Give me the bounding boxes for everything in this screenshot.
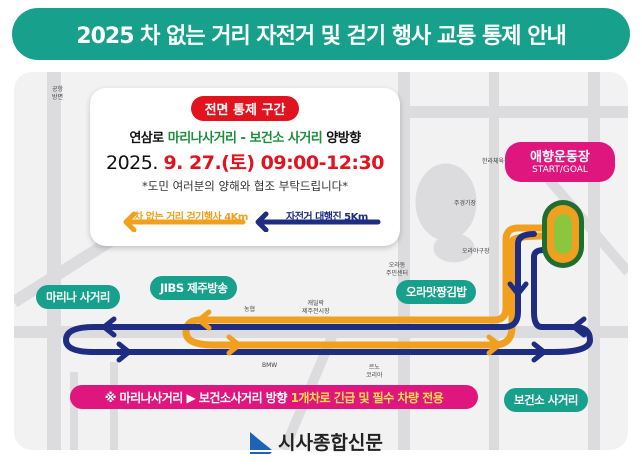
arrow-icon [571, 316, 587, 338]
start-goal-label: 애향운동장 START/GOAL [505, 142, 615, 182]
start-sub: START/GOAL [532, 165, 588, 175]
landmark-nonghyup: 농협 [244, 306, 256, 313]
landmark-airport: 공항 방면 [52, 86, 64, 101]
place-marina: 마리나 사거리 [36, 285, 120, 309]
landmark-renault: 르노 코리아 [366, 364, 383, 379]
arrow-icon [531, 341, 547, 363]
notice-prefix: ※ 마리나사거리 ▶ 보건소사거리 방향 [104, 390, 291, 405]
start-name: 애향운동장 [530, 150, 590, 165]
legend-walk: 차 없는 거리 걷기행사 4Km [134, 212, 248, 223]
walk-route [196, 224, 548, 324]
arrow-icon [507, 281, 529, 297]
notice-highlight: 1개차로 긴급 및 필수 차량 전용 [290, 390, 444, 405]
arrow-icon [116, 341, 132, 363]
road-name: 연삼로 [129, 131, 164, 146]
place-bogeonso: 보건소 사거리 [504, 388, 588, 412]
landmark-cadillac: 캐딜락 제주전시장 [302, 300, 330, 315]
logo-text: 시사종합신문 [278, 432, 383, 454]
landmark-ora-center: 오라동 주민센터 [386, 262, 409, 277]
bike-route [63, 231, 593, 355]
control-section: 마리나사거리 - 보건소 사거리 [167, 131, 323, 146]
direction: 양방향 [326, 131, 361, 146]
control-info-box: 전면 통제 구간 연삼로 마리나사거리 - 보건소 사거리 양방향 2025. … [90, 88, 400, 246]
date-time: 9. 27.(토) 09:00-12:30 [163, 152, 384, 174]
arrow-icon [226, 334, 242, 356]
arrow-icon [486, 334, 502, 356]
legend-arrows [123, 211, 381, 232]
arrow-icon [101, 316, 117, 338]
walk-arrow-icon [123, 211, 246, 232]
legend-bike: 자전거 대행진 5Km [286, 212, 368, 223]
landmark-ora-ballpark: 오라야구장 [462, 248, 490, 255]
logo-icon [250, 431, 272, 454]
landmark-main-stadium: 주경기장 [454, 200, 477, 207]
page-title: 2025 차 없는 거리 자전거 및 걷기 행사 교통 통제 안내 [12, 8, 630, 60]
full-control-badge: 전면 통제 구간 [190, 96, 300, 121]
bike-arrow-icon [255, 211, 381, 232]
place-ora: 오라맛짱김밥 [396, 280, 477, 304]
lane-notice: ※ 마리나사거리 ▶ 보건소사거리 방향 1개차로 긴급 및 필수 차량 전용 [70, 385, 478, 409]
place-jibs: JIBS 제주방송 [150, 276, 238, 300]
date-year: 2025. [106, 152, 158, 174]
publisher-logo: 시사종합신문 [248, 428, 383, 455]
arrow-icon [196, 309, 212, 331]
landmark-halla-gym: 한라체육관 [482, 158, 510, 165]
notice-note: *도민 여러분의 양해와 협조 부탁드립니다* [142, 179, 348, 193]
stadium [542, 200, 584, 268]
landmark-bmw: BMW [262, 362, 278, 369]
